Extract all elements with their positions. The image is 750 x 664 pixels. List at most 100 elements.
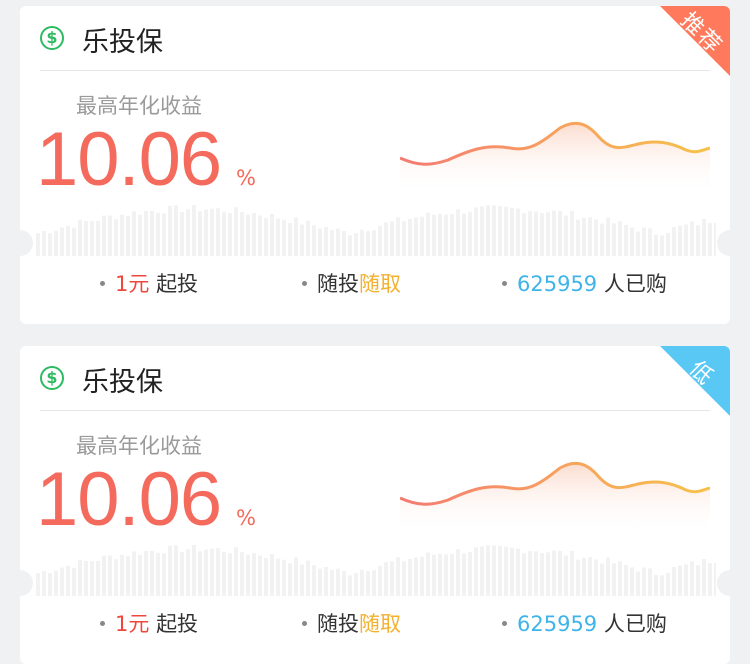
decorative-bar (102, 555, 106, 596)
decorative-bar (498, 545, 502, 596)
decorative-bar (486, 545, 490, 596)
decorative-bar (138, 554, 142, 596)
min-amount-suffix: 起投 (156, 612, 199, 636)
decorative-bar (258, 555, 262, 596)
decorative-bar (510, 547, 514, 596)
decorative-bar (708, 223, 712, 256)
decorative-bars (36, 545, 716, 596)
ticket-notch-left (20, 570, 33, 596)
decorative-bar (618, 221, 622, 256)
decorative-bar (492, 545, 496, 596)
decorative-bar (456, 209, 460, 256)
bullet-dot (302, 281, 307, 286)
decorative-bar (678, 225, 682, 256)
decorative-bar (162, 553, 166, 596)
decorative-bar (240, 552, 244, 596)
decorative-bar (198, 211, 202, 256)
decorative-bar (504, 546, 508, 596)
feature-buyers: 625959 人已购 (502, 268, 667, 298)
decorative-bar (252, 552, 256, 596)
decorative-bar (552, 210, 556, 256)
bullet-dot (502, 621, 507, 626)
decorative-bar (84, 560, 88, 596)
decorative-bar (612, 563, 616, 596)
decorative-bar (360, 569, 364, 596)
decorative-bar (150, 550, 154, 596)
decorative-bar (156, 552, 160, 596)
decorative-bar (168, 545, 172, 596)
rate-unit: % (236, 506, 256, 530)
decorative-bar (150, 210, 154, 256)
decorative-bar (342, 571, 346, 596)
decorative-bar (324, 227, 328, 256)
decorative-bar (228, 553, 232, 596)
decorative-bar (456, 549, 460, 596)
decorative-bar (240, 212, 244, 256)
decorative-bar (630, 227, 634, 256)
decorative-bar (600, 563, 604, 596)
decorative-bar (660, 575, 664, 596)
decorative-bar (210, 548, 214, 596)
decorative-bar (120, 214, 124, 256)
decorative-bar (288, 563, 292, 596)
decorative-bar (396, 557, 400, 596)
decorative-bar (708, 563, 712, 596)
decorative-bar (546, 212, 550, 256)
decorative-bar (48, 233, 52, 256)
decorative-bar (690, 561, 694, 596)
decorative-bar (216, 548, 220, 596)
bullet-dot (502, 281, 507, 286)
decorative-bar (480, 206, 484, 256)
product-card[interactable]: 低 $ 乐投保 最高年化收益 10.06 % 1元 起投 随投随取 (20, 346, 730, 664)
decorative-bar (690, 221, 694, 256)
decorative-bar (264, 558, 268, 596)
decorative-bar (66, 225, 70, 256)
decorative-bar (162, 213, 166, 256)
dollar-circle-icon: $ (40, 366, 64, 390)
decorative-bar (96, 560, 100, 596)
decorative-bar (36, 573, 40, 596)
flex-prefix: 随投 (317, 612, 359, 636)
decorative-bar (432, 214, 436, 256)
decorative-bar (228, 213, 232, 256)
feature-buyers: 625959 人已购 (502, 608, 667, 638)
decorative-bar (270, 214, 274, 256)
decorative-bar (672, 226, 676, 256)
decorative-bar (552, 550, 556, 596)
decorative-bar (642, 567, 646, 596)
decorative-bar (72, 567, 76, 596)
decorative-bar (546, 552, 550, 596)
decorative-bar (414, 557, 418, 596)
rate-unit: % (236, 166, 256, 190)
decorative-bar (414, 217, 418, 256)
decorative-bar (648, 568, 652, 596)
decorative-bar (564, 555, 568, 596)
decorative-bar (276, 558, 280, 596)
product-card[interactable]: 推荐 $ 乐投保 最高年化收益 10.06 % 1元 起投 随投随 (20, 6, 730, 324)
rate-label: 最高年化收益 (76, 434, 202, 458)
decorative-bar (444, 214, 448, 256)
decorative-bar (306, 560, 310, 596)
bullet-dot (100, 621, 105, 626)
decorative-bar (72, 227, 76, 256)
decorative-bar (582, 217, 586, 256)
decorative-bar (330, 570, 334, 596)
decorative-bar (534, 551, 538, 596)
decorative-bar (84, 220, 88, 256)
decorative-bar (306, 220, 310, 256)
header-divider (40, 410, 710, 411)
decorative-bar (408, 219, 412, 256)
decorative-bar (504, 206, 508, 256)
decorative-bar (330, 230, 334, 256)
decorative-bar (594, 219, 598, 256)
decorative-bar (234, 207, 238, 256)
decorative-bar (714, 222, 716, 256)
decorative-bar (666, 232, 670, 256)
decorative-bar (666, 572, 670, 596)
decorative-bar (678, 565, 682, 596)
decorative-bar (636, 231, 640, 256)
decorative-bar (516, 208, 520, 256)
decorative-bar (300, 224, 304, 256)
decorative-bar (420, 216, 424, 256)
decorative-bar (630, 567, 634, 596)
